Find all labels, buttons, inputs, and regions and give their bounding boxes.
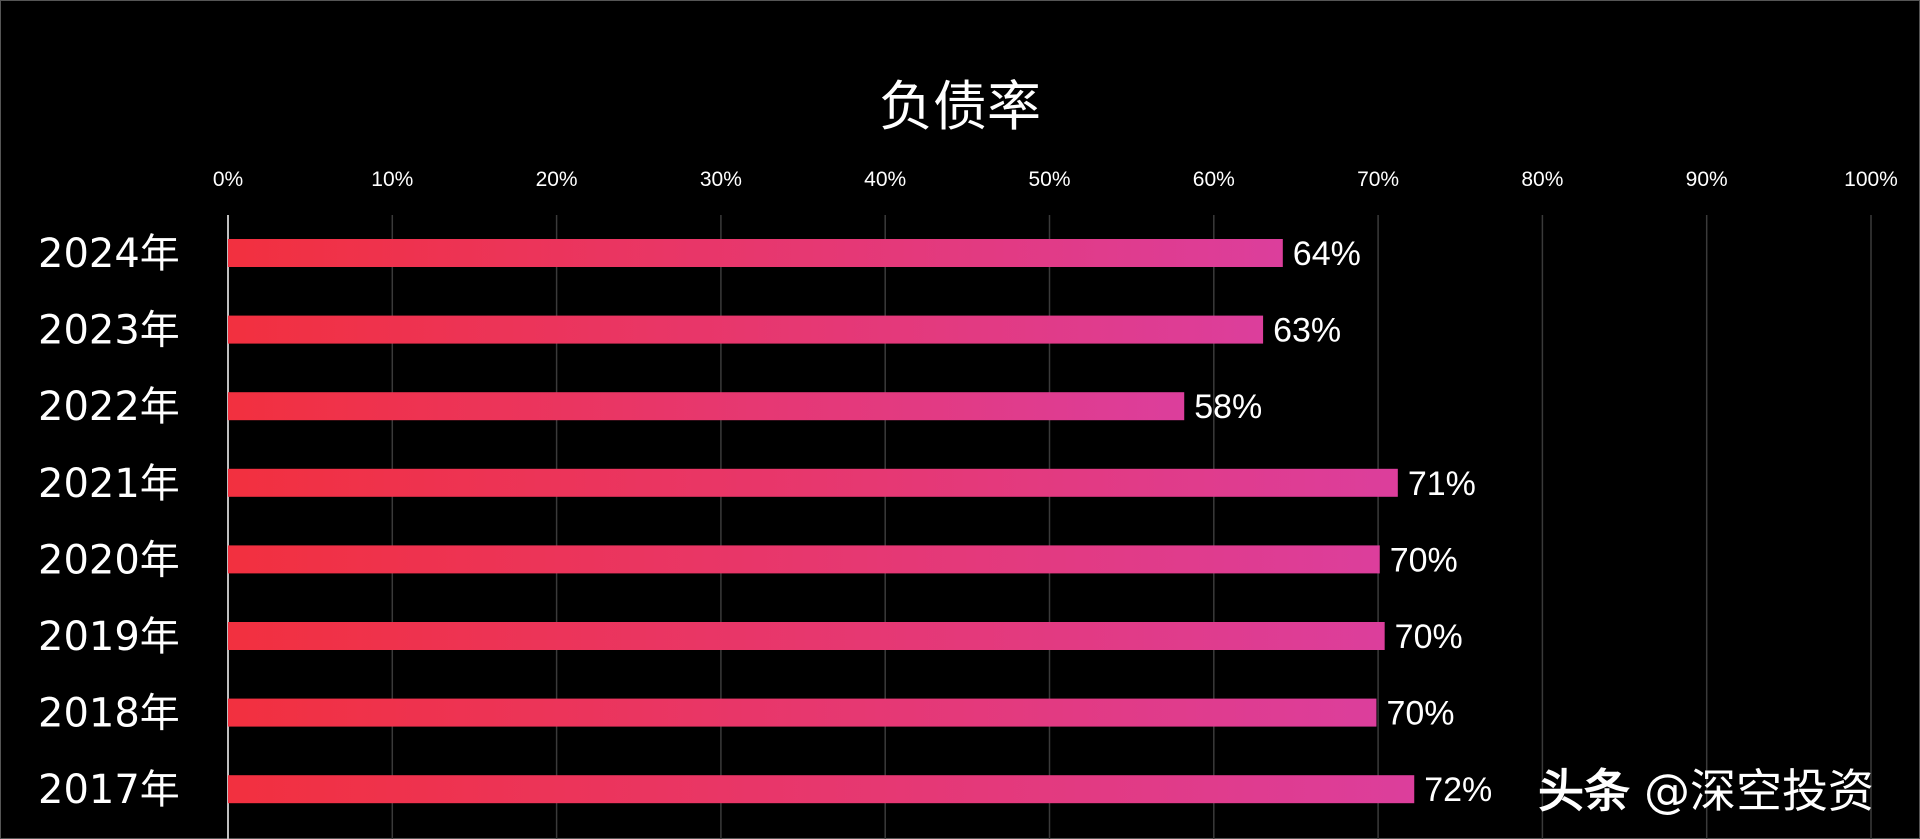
watermark-account: @深空投资 xyxy=(1644,764,1874,818)
bar xyxy=(228,775,1415,804)
bar xyxy=(228,698,1377,727)
bar xyxy=(228,315,1264,344)
x-tick-label: 90% xyxy=(1686,168,1728,191)
x-tick-label: 0% xyxy=(213,168,243,191)
y-category-label: 2024年 xyxy=(38,231,180,277)
watermark: 头条 @深空投资 xyxy=(1538,755,1874,821)
bar xyxy=(228,468,1398,497)
y-category-label: 2020年 xyxy=(38,537,180,583)
bar xyxy=(228,392,1185,421)
y-category-label: 2018年 xyxy=(38,691,180,737)
x-tick-label: 80% xyxy=(1521,168,1563,191)
data-label: 70% xyxy=(1390,541,1458,579)
x-tick-label: 60% xyxy=(1193,168,1235,191)
x-tick-label: 10% xyxy=(371,168,413,191)
data-label: 70% xyxy=(1386,695,1454,733)
y-category-label: 2021年 xyxy=(38,461,180,507)
x-tick-label: 40% xyxy=(864,168,906,191)
x-tick-label: 20% xyxy=(536,168,578,191)
data-label: 72% xyxy=(1424,771,1492,809)
data-label: 70% xyxy=(1395,618,1463,656)
x-tick-label: 100% xyxy=(1844,168,1898,191)
x-tick-label: 50% xyxy=(1028,168,1070,191)
y-category-label: 2023年 xyxy=(38,308,180,354)
y-category-label: 2022年 xyxy=(38,384,180,430)
bar xyxy=(228,239,1283,267)
y-category-label: 2019年 xyxy=(38,614,180,660)
x-tick-label: 30% xyxy=(700,168,742,191)
data-label: 64% xyxy=(1293,235,1361,273)
chart-title: 负债率 xyxy=(879,75,1041,138)
watermark-brand: 头条 xyxy=(1538,764,1630,818)
y-category-label: 2017年 xyxy=(38,767,180,813)
x-tick-label: 70% xyxy=(1357,168,1399,191)
bar xyxy=(228,622,1385,650)
data-label: 71% xyxy=(1408,465,1476,503)
data-label: 63% xyxy=(1273,312,1341,350)
bar xyxy=(228,545,1380,574)
data-label: 58% xyxy=(1194,388,1262,426)
